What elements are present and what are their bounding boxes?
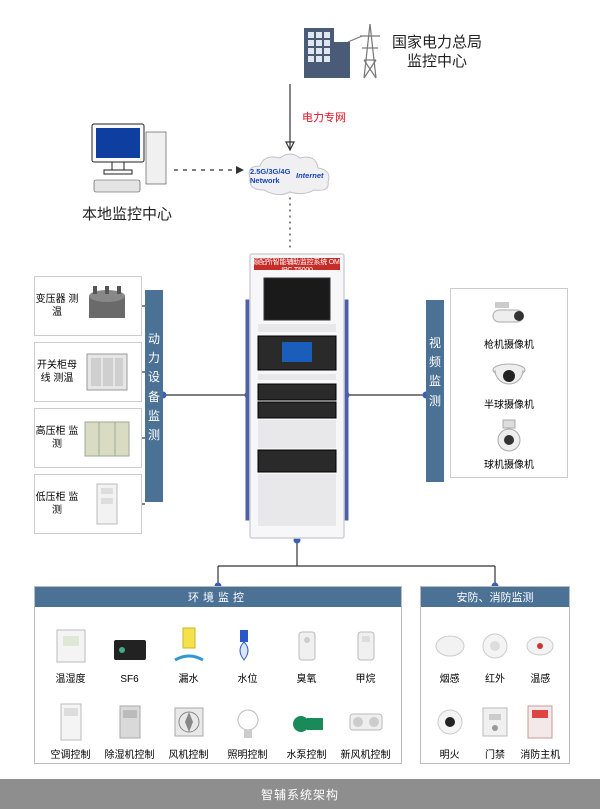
cloud-text-1: 2.5G/3G/4G [250,168,290,176]
video-item-label: 枪机摄像机 [484,336,534,351]
power-equip-title: 动力设备监测 [145,330,163,445]
env-cell: 照明控制 [218,689,277,761]
server-rack [248,252,346,540]
methane-sensor-icon [344,624,388,668]
video-item-label: 半球摄像机 [484,396,534,411]
env-cell-label: 甲烷 [356,670,376,685]
env-cell: 臭氧 [277,613,336,685]
env-cell: 甲烷 [336,613,395,685]
power-equip-item: 高压柜 监测 [34,408,142,468]
env-cell-label: 风机控制 [169,746,209,761]
safety-cell-label: 烟感 [440,670,460,685]
env-cell: 除湿机控制 [100,689,159,761]
safety-cell: 烟感 [427,613,472,685]
dehumidifier-icon [108,700,152,744]
water-level-icon [226,624,270,668]
cloud-illustration: 2.5G/3G/4G Network Internet [244,150,334,198]
power-equip-item: 开关柜母线 测温 [34,342,142,402]
ptz-camera-icon [485,416,533,454]
video-item: 半球摄像机 [453,353,565,413]
fan-control-icon [167,700,211,744]
ac-control-icon [49,700,93,744]
env-group: 环境监控 温湿度 SF6 漏水 水位 臭氧 甲烷 空调控制 除湿机控制 风机控制… [34,586,402,764]
power-equip-item-label: 变压器 测温 [35,293,79,319]
sf6-sensor-icon [108,628,152,672]
env-cell: 漏水 [159,613,218,685]
env-cell-label: 漏水 [179,670,199,685]
env-cell-label: 臭氧 [297,670,317,685]
safety-cell-label: 明火 [440,746,460,761]
bullet-camera-icon [485,296,533,334]
hq-label: 国家电力总局 监控中心 [392,34,482,72]
switchgear-icon [79,348,135,396]
hv-cabinet-icon [79,414,135,462]
video-title: 视频监测 [426,334,444,411]
env-cell-label: 除湿机控制 [105,746,155,761]
caption-text: 智辅系统架构 [261,786,339,803]
access-control-icon [473,700,517,744]
power-equip-item: 变压器 测温 [34,276,142,336]
flame-sensor-icon [428,700,472,744]
safety-cell: 消防主机 [518,689,563,761]
pump-icon [285,700,329,744]
cloud-text-3: Internet [296,172,324,180]
safety-cell-label: 红外 [485,670,505,685]
video-item: 球机摄像机 [453,413,565,473]
safety-cell: 红外 [472,613,517,685]
cloud-text-2: Network [250,177,280,185]
power-equip-item-label: 开关柜母线 测温 [35,359,79,385]
caption-bar: 智辅系统架构 [0,779,600,809]
env-cell: 空调控制 [41,689,100,761]
env-cell-label: SF6 [120,674,138,685]
lv-cabinet-icon [79,480,135,528]
env-group-title: 环境监控 [35,587,401,607]
video-list: 枪机摄像机 半球摄像机 球机摄像机 [450,288,568,478]
env-cell-label: 水位 [238,670,258,685]
lighting-icon [226,700,270,744]
power-equip-list: 变压器 测温 开关柜母线 测温 高压柜 监测 低压柜 监测 [34,276,142,540]
pir-sensor-icon [473,624,517,668]
smoke-sensor-icon [428,624,472,668]
fresh-air-icon [344,700,388,744]
safety-cell: 温感 [518,613,563,685]
env-cell: 水泵控制 [277,689,336,761]
fire-host-icon [518,700,562,744]
heat-sensor-icon [518,624,562,668]
thermo-hygro-icon [49,624,93,668]
env-cell-label: 空调控制 [51,746,91,761]
transformer-icon [79,282,135,330]
safety-cell-label: 消防主机 [520,746,560,761]
ozone-sensor-icon [285,624,329,668]
env-cell: 风机控制 [159,689,218,761]
env-cell: SF6 [100,613,159,685]
safety-cell: 门禁 [472,689,517,761]
env-cell: 温湿度 [41,613,100,685]
diagram-canvas: 国家电力总局 监控中心 电力专网 本地监控中心 2.5G/3G/4G Netwo… [0,0,600,779]
local-pc-illustration [88,122,174,200]
water-leak-icon [167,624,211,668]
hq-illustration [292,14,384,84]
env-group-body: 温湿度 SF6 漏水 水位 臭氧 甲烷 空调控制 除湿机控制 风机控制 照明控制… [35,607,401,765]
rack-title: 源配所智能辅助监控系统 OM-IPC T5000 [252,257,342,274]
power-equip-item: 低压柜 监测 [34,474,142,534]
safety-cell: 明火 [427,689,472,761]
safety-group-body: 烟感 红外 温感 明火 门禁 消防主机 [421,607,569,765]
env-cell-label: 照明控制 [228,746,268,761]
power-net-label: 电力专网 [302,112,346,126]
env-cell-label: 新风机控制 [341,746,391,761]
env-cell-label: 水泵控制 [287,746,327,761]
video-item-label: 球机摄像机 [484,456,534,471]
safety-cell-label: 门禁 [485,746,505,761]
env-cell: 新风机控制 [336,689,395,761]
env-cell-label: 温湿度 [56,670,86,685]
safety-cell-label: 温感 [530,670,550,685]
dome-camera-icon [485,356,533,394]
local-center-label: 本地监控中心 [82,206,172,225]
power-equip-item-label: 高压柜 监测 [35,425,79,451]
video-item: 枪机摄像机 [453,293,565,353]
power-equip-item-label: 低压柜 监测 [35,491,79,517]
safety-group: 安防、消防监测 烟感 红外 温感 明火 门禁 消防主机 [420,586,570,764]
env-cell: 水位 [218,613,277,685]
safety-group-title: 安防、消防监测 [421,587,569,607]
